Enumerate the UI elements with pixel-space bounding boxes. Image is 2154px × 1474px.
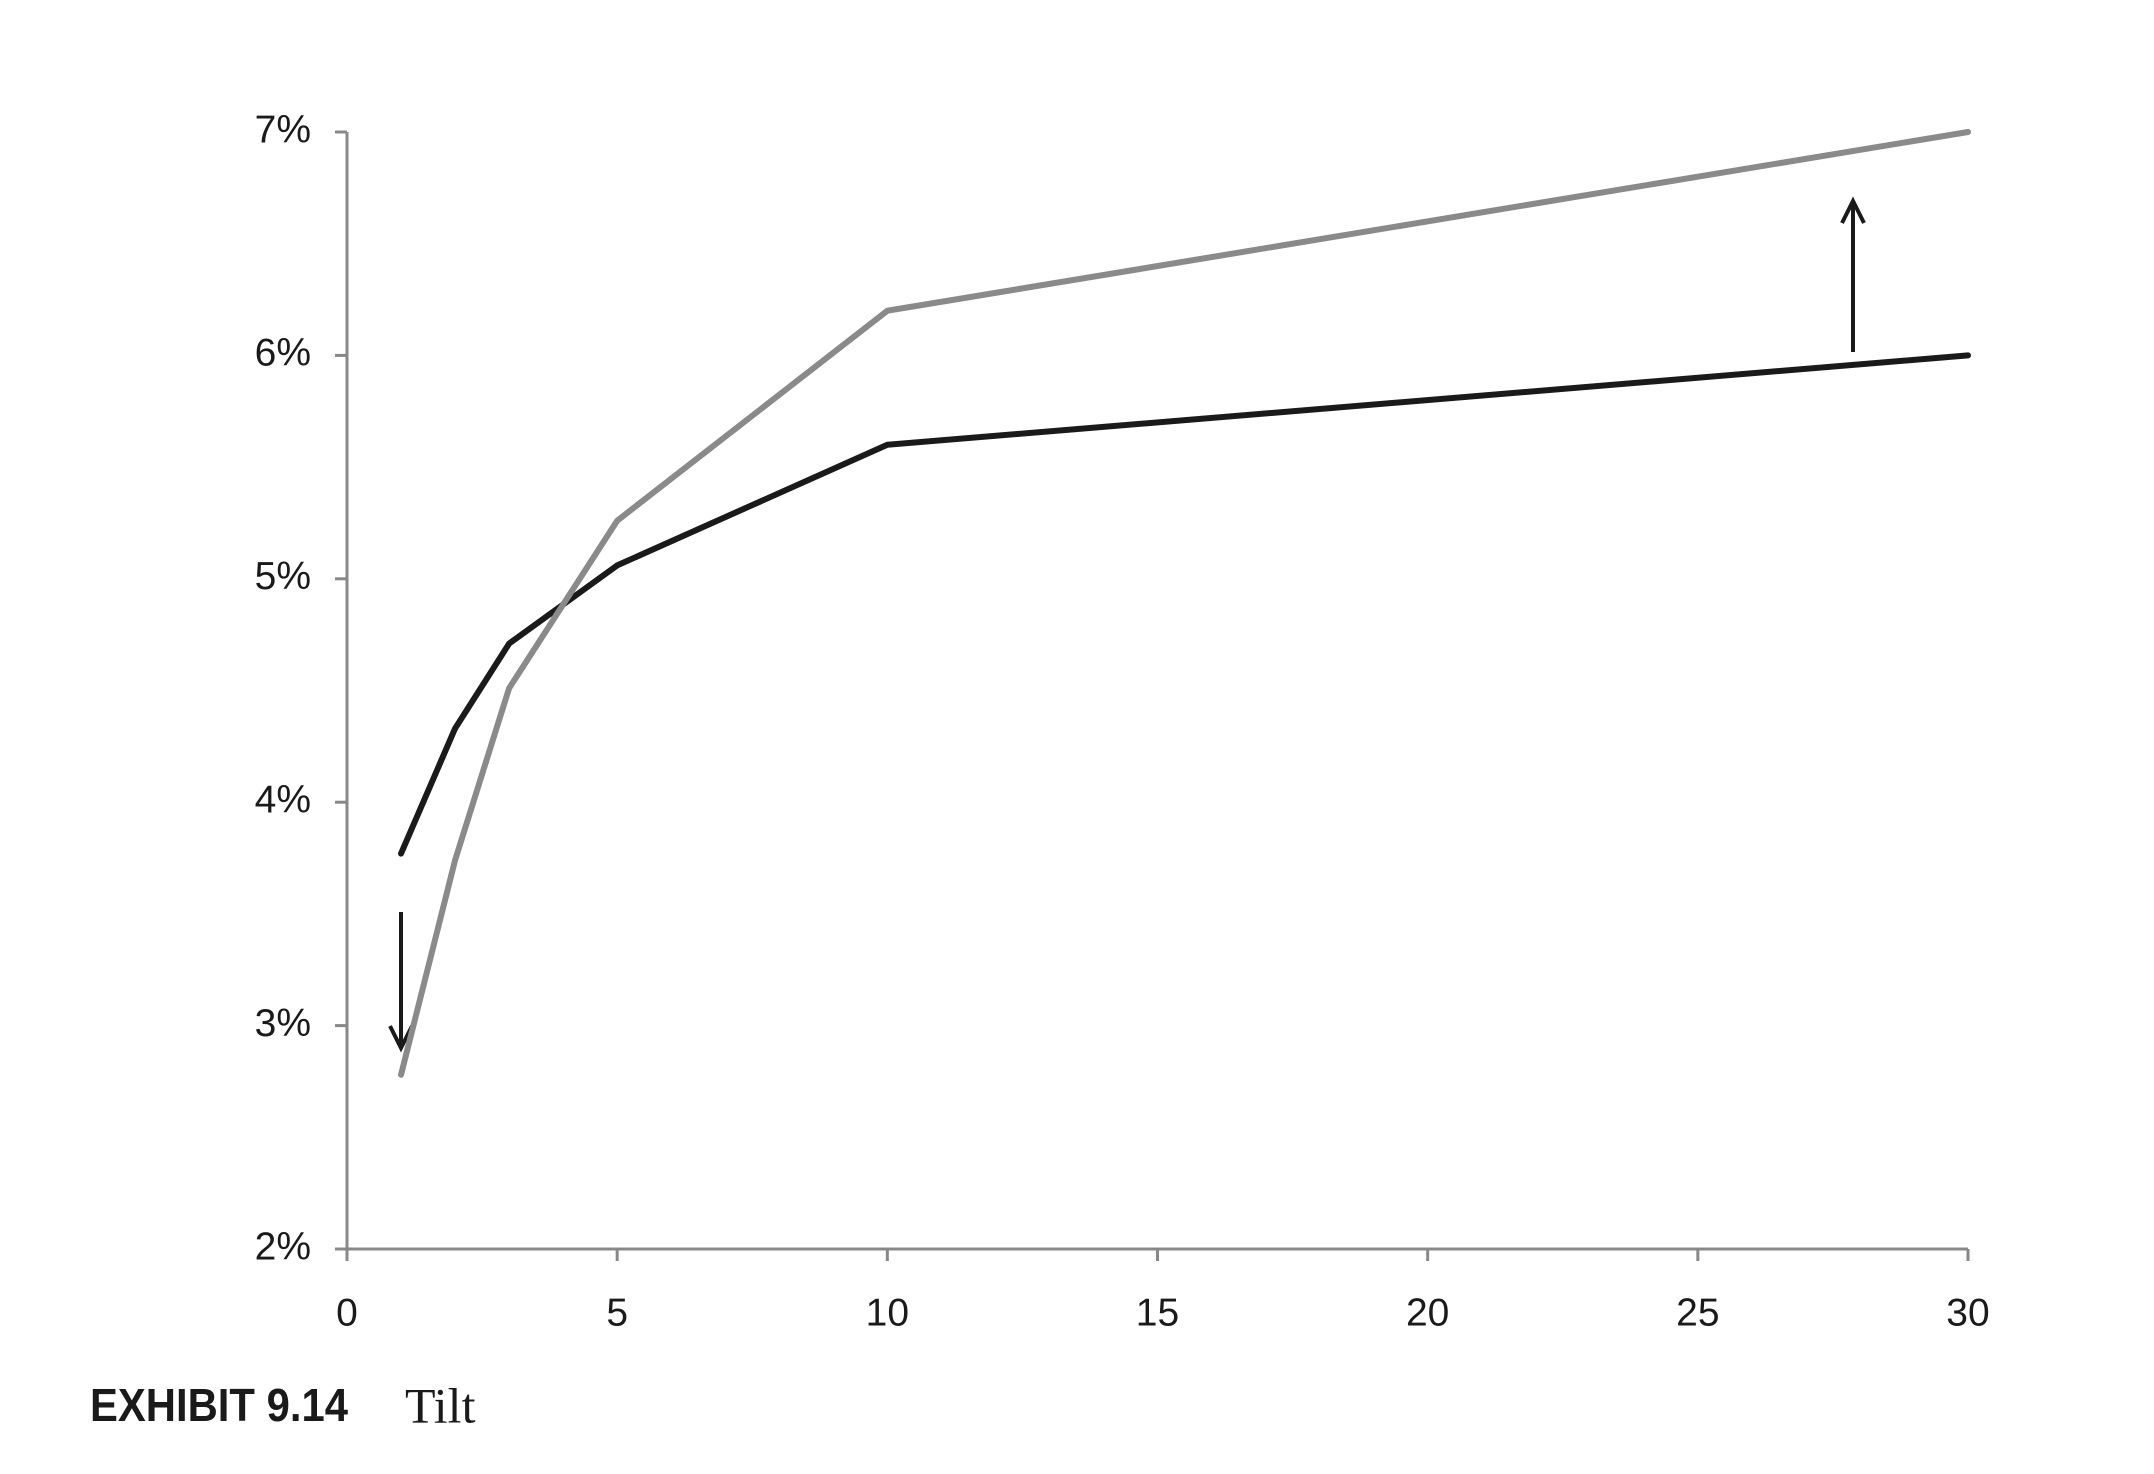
x-tick-label: 30 [1946, 1291, 1989, 1334]
down-arrow-head [388, 1025, 414, 1053]
x-tick-label: 10 [866, 1291, 909, 1334]
caption-title: Tilt [405, 1377, 476, 1433]
x-tick-label: 15 [1136, 1291, 1179, 1334]
y-tick-label: 4% [255, 778, 311, 821]
x-tick-label: 0 [336, 1291, 358, 1334]
x-tick-label: 20 [1406, 1291, 1449, 1334]
up-arrow-head [1840, 196, 1866, 224]
x-tick-label: 5 [606, 1291, 628, 1334]
y-tick-label: 6% [255, 332, 311, 375]
x-tick-label: 25 [1676, 1291, 1719, 1334]
y-tick-label: 7% [255, 108, 311, 151]
y-tick-label: 2% [255, 1225, 311, 1268]
caption-label: EXHIBIT 9.14 [90, 1379, 348, 1431]
line-series [398, 129, 1971, 1078]
y-tick-label: 3% [255, 1002, 311, 1045]
line-series [398, 352, 1971, 857]
y-tick-label: 5% [255, 555, 311, 598]
